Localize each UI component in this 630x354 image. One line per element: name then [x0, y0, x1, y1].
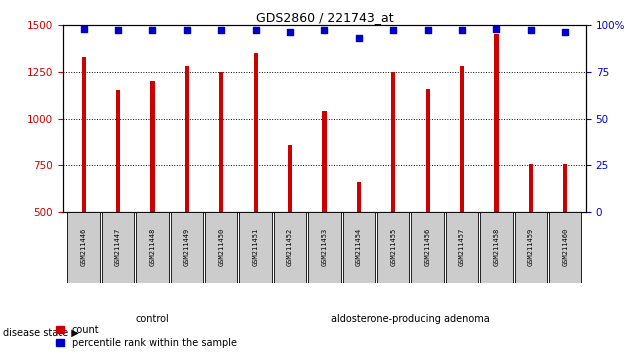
Bar — [185, 66, 189, 212]
Bar — [116, 90, 120, 212]
FancyBboxPatch shape — [102, 212, 134, 283]
Bar — [495, 34, 498, 212]
Legend: count, percentile rank within the sample: count, percentile rank within the sample — [55, 324, 238, 349]
Text: aldosterone-producing adenoma: aldosterone-producing adenoma — [331, 314, 490, 324]
Text: GSM211448: GSM211448 — [149, 227, 156, 266]
Bar — [563, 164, 568, 212]
Point — [560, 29, 570, 35]
Point — [251, 28, 261, 33]
Text: GSM211452: GSM211452 — [287, 227, 293, 266]
Bar — [391, 72, 395, 212]
Point — [526, 28, 536, 33]
Point — [285, 29, 295, 35]
Text: GSM211446: GSM211446 — [81, 227, 87, 266]
Text: GSM211454: GSM211454 — [356, 227, 362, 266]
Point — [423, 28, 433, 33]
Text: control: control — [135, 314, 169, 324]
Point — [147, 28, 158, 33]
Bar — [460, 66, 464, 212]
Text: GSM211460: GSM211460 — [562, 227, 568, 266]
Point — [79, 26, 89, 32]
Point — [182, 28, 192, 33]
Point — [388, 28, 398, 33]
Point — [457, 28, 467, 33]
FancyBboxPatch shape — [377, 212, 410, 283]
Text: disease state ▶: disease state ▶ — [3, 328, 79, 338]
FancyBboxPatch shape — [274, 212, 306, 283]
FancyBboxPatch shape — [480, 212, 513, 283]
Text: GSM211449: GSM211449 — [184, 227, 190, 266]
Text: GSM211455: GSM211455 — [390, 227, 396, 266]
Bar — [426, 88, 430, 212]
Point — [113, 28, 123, 33]
Bar — [529, 164, 533, 212]
Bar — [151, 81, 154, 212]
Point — [319, 28, 329, 33]
FancyBboxPatch shape — [171, 212, 203, 283]
FancyBboxPatch shape — [308, 212, 341, 283]
FancyBboxPatch shape — [67, 212, 100, 283]
Text: GSM211450: GSM211450 — [218, 227, 224, 266]
FancyBboxPatch shape — [205, 212, 238, 283]
FancyBboxPatch shape — [549, 212, 581, 283]
FancyBboxPatch shape — [136, 212, 169, 283]
Text: GSM211447: GSM211447 — [115, 227, 121, 266]
FancyBboxPatch shape — [411, 212, 444, 283]
FancyBboxPatch shape — [343, 212, 375, 283]
Point — [354, 35, 364, 41]
Bar — [254, 53, 258, 212]
Point — [491, 26, 501, 32]
Title: GDS2860 / 221743_at: GDS2860 / 221743_at — [256, 11, 393, 24]
Text: GSM211453: GSM211453 — [321, 227, 328, 266]
Text: GSM211459: GSM211459 — [528, 227, 534, 266]
Text: GSM211458: GSM211458 — [493, 227, 500, 266]
Bar — [323, 111, 326, 212]
Bar — [219, 72, 223, 212]
Text: GSM211451: GSM211451 — [253, 227, 259, 266]
Text: GSM211457: GSM211457 — [459, 227, 465, 266]
FancyBboxPatch shape — [446, 212, 478, 283]
Bar — [357, 182, 361, 212]
Bar — [81, 57, 86, 212]
FancyBboxPatch shape — [515, 212, 547, 283]
Text: GSM211456: GSM211456 — [425, 227, 431, 266]
Point — [216, 28, 226, 33]
FancyBboxPatch shape — [239, 212, 272, 283]
Bar — [288, 145, 292, 212]
